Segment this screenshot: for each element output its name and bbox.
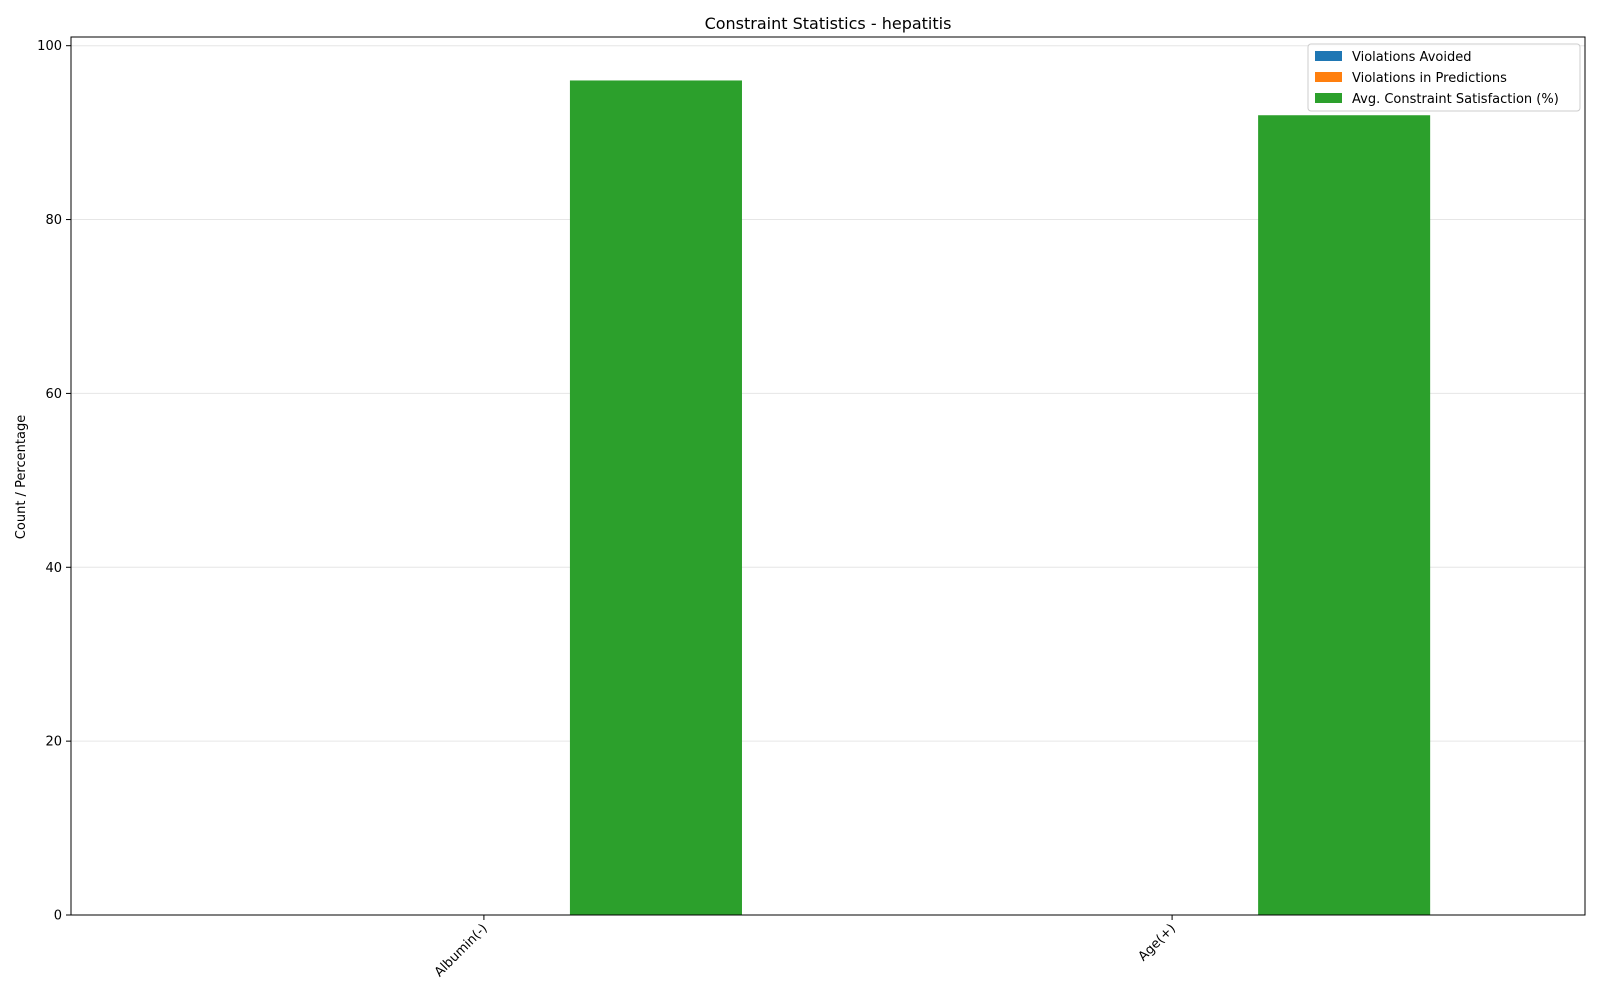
- bar-avg-constraint-satisfaction-age: [1258, 115, 1431, 916]
- y-tick-label-0: 0: [54, 909, 62, 924]
- legend-label-violations-in-predictions: Violations in Predictions: [1352, 71, 1507, 86]
- y-tick-label-60: 60: [45, 387, 62, 402]
- y-tick-label-80: 80: [45, 213, 62, 228]
- legend-swatch-violations-in-predictions: [1315, 72, 1342, 82]
- chart-title: Constraint Statistics - hepatitis: [705, 14, 952, 33]
- legend-swatch-avg-constraint-satisfaction: [1315, 93, 1342, 103]
- legend-label-violations-avoided: Violations Avoided: [1352, 50, 1471, 65]
- y-tick-label-100: 100: [37, 39, 62, 54]
- bar-avg-constraint-satisfaction-albumin: [569, 80, 742, 916]
- legend-label-avg-constraint-satisfaction: Avg. Constraint Satisfaction (%): [1352, 92, 1559, 107]
- legend-swatch-violations-avoided: [1315, 51, 1342, 61]
- plot-frame: [70, 36, 1586, 916]
- y-axis-label: Count / Percentage: [14, 415, 29, 539]
- legend: Violations Avoided Violations in Predict…: [1307, 43, 1581, 112]
- legend-box: [1307, 43, 1581, 112]
- bars: [569, 80, 1431, 916]
- y-tick-label-40: 40: [45, 561, 62, 576]
- y-tick-label-20: 20: [45, 735, 62, 750]
